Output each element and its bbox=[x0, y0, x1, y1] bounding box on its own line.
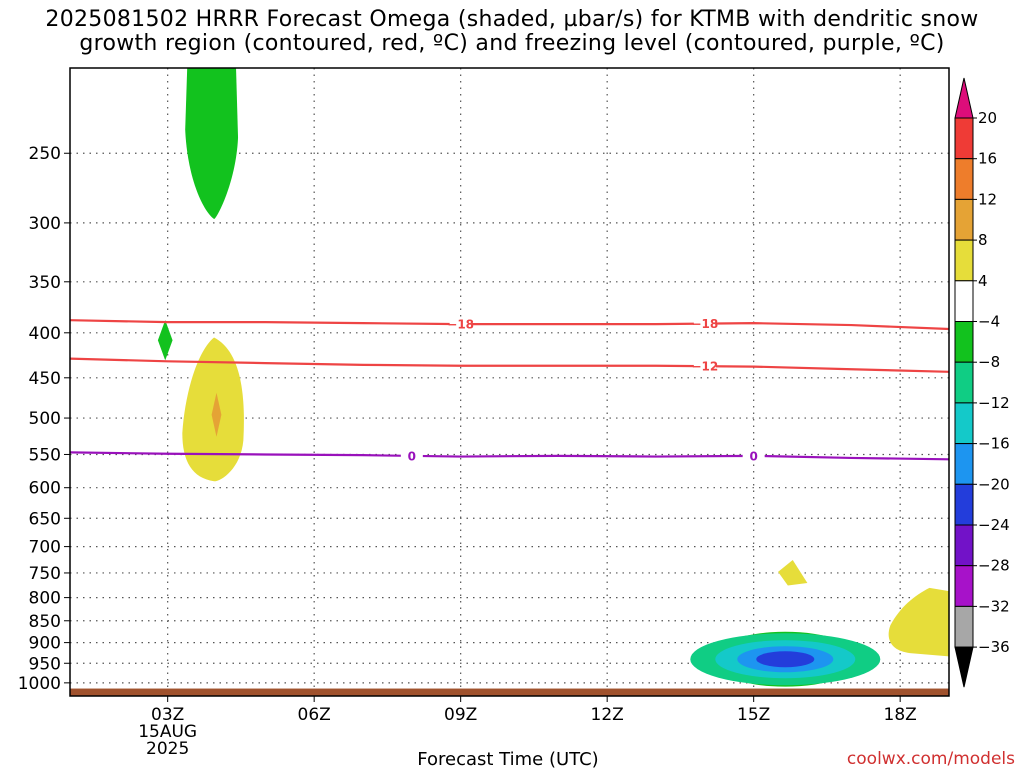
x-tick-label: 18Z bbox=[884, 705, 917, 725]
x-axis-label: Forecast Time (UTC) bbox=[417, 749, 598, 768]
contour-line bbox=[70, 319, 949, 331]
contour-label-bg bbox=[693, 359, 716, 374]
plot-frame bbox=[69, 67, 950, 697]
title-line-1: 2025081502 HRRR Forecast Omega (shaded, … bbox=[45, 7, 979, 32]
y-tick-label: 550 bbox=[29, 445, 61, 465]
colorbar-label: −16 bbox=[978, 435, 1010, 453]
omega-shading bbox=[70, 68, 949, 696]
omega-region-orange-core bbox=[211, 392, 222, 437]
contour-label-bg bbox=[742, 448, 765, 463]
colorbar-bottom-triangle bbox=[954, 646, 974, 688]
colorbar-label: 16 bbox=[978, 150, 997, 168]
omega-region-yellow-right bbox=[888, 587, 949, 657]
chart-title: 2025081502 HRRR Forecast Omega (shaded, … bbox=[0, 8, 1024, 56]
colorbar-swatch bbox=[954, 443, 974, 485]
x-tick-label: 03Z bbox=[151, 705, 184, 725]
omega-region-yellow-small bbox=[778, 560, 808, 586]
colorbar-top-triangle bbox=[954, 77, 974, 119]
colorbar-swatch bbox=[954, 483, 974, 526]
colorbar-label: −36 bbox=[978, 638, 1010, 656]
x-tick-label: 06Z bbox=[298, 705, 331, 725]
colorbar-swatch bbox=[954, 280, 974, 322]
y-tick-label: 1000 bbox=[18, 674, 61, 694]
title-line-2: growth region (contoured, red, ºC) and f… bbox=[79, 31, 945, 56]
colorbar-label: 8 bbox=[978, 231, 988, 249]
colorbar-label: −8 bbox=[978, 353, 1000, 371]
omega-region-green-small bbox=[157, 320, 173, 361]
y-tick-label: 600 bbox=[29, 479, 61, 499]
y-tick-label: 400 bbox=[29, 324, 61, 344]
colorbar-swatch bbox=[954, 524, 974, 567]
y-axis: 2503003504004505005506006507007508008509… bbox=[18, 144, 70, 694]
y-tick-label: 700 bbox=[29, 538, 61, 558]
colorbar-label: 12 bbox=[978, 190, 997, 208]
colorbar-label: −20 bbox=[978, 475, 1010, 493]
y-tick-label: 750 bbox=[29, 564, 61, 584]
y-tick-label: 500 bbox=[29, 409, 61, 429]
y-tick-label: 250 bbox=[29, 144, 61, 164]
contour-line bbox=[70, 357, 949, 373]
colorbar-swatch bbox=[954, 158, 974, 200]
colorbar-swatch bbox=[954, 239, 974, 282]
y-tick-label: 900 bbox=[29, 634, 61, 654]
y-tick-label: 350 bbox=[29, 273, 61, 293]
colorbar-label: −24 bbox=[978, 516, 1010, 534]
contour-label: 0 bbox=[749, 449, 757, 463]
temperature-contours: −18 −18 −12 0 0 bbox=[70, 316, 949, 463]
contour-label: −12 bbox=[691, 360, 718, 374]
contour-label: −18 bbox=[447, 318, 474, 332]
colorbar: 20 16 12 8 4 −4 −8 −12 −16 −20 −24 −28 −32 −36 bbox=[954, 77, 1010, 688]
colorbar-label: 4 bbox=[978, 272, 988, 290]
y-tick-label: 300 bbox=[29, 214, 61, 234]
contour-label: 0 bbox=[408, 449, 416, 463]
y-tick-label: 800 bbox=[29, 589, 61, 609]
colorbar-swatch bbox=[954, 198, 974, 241]
x-date-label: 15AUG bbox=[138, 722, 197, 742]
plot-area: −18 −18 −12 0 0 bbox=[69, 67, 950, 697]
x-tick-label: 12Z bbox=[591, 705, 624, 725]
colorbar-swatch bbox=[954, 321, 974, 363]
grid bbox=[70, 68, 949, 696]
colorbar-label: −4 bbox=[978, 313, 1000, 331]
x-tick-label: 09Z bbox=[444, 705, 477, 725]
credit-link[interactable]: coolwx.com/models bbox=[847, 749, 1015, 768]
omega-region-green-upper bbox=[185, 68, 239, 220]
colorbar-label: 20 bbox=[978, 109, 997, 127]
contour-label-bg bbox=[693, 316, 716, 331]
colorbar-label: −28 bbox=[978, 557, 1010, 575]
colorbar-label: −12 bbox=[978, 394, 1010, 412]
contour-label: −18 bbox=[691, 317, 718, 331]
contour-label-bg bbox=[449, 317, 472, 332]
x-date-label: 2025 bbox=[146, 739, 189, 759]
omega-region-blue-core bbox=[756, 651, 815, 668]
colorbar-swatch bbox=[954, 605, 974, 648]
y-tick-label: 650 bbox=[29, 509, 61, 529]
colorbar-swatch bbox=[954, 565, 974, 607]
terrain-band bbox=[70, 688, 949, 696]
y-tick-label: 850 bbox=[29, 612, 61, 632]
y-tick-label: 950 bbox=[29, 654, 61, 674]
colorbar-swatch bbox=[954, 402, 974, 445]
contour-line bbox=[70, 451, 949, 461]
colorbar-label: −32 bbox=[978, 597, 1010, 615]
y-tick-label: 450 bbox=[29, 369, 61, 389]
colorbar-swatch bbox=[954, 117, 974, 160]
x-tick-label: 15Z bbox=[737, 705, 770, 725]
colorbar-swatch bbox=[954, 361, 974, 404]
contour-label-bg bbox=[400, 448, 423, 463]
